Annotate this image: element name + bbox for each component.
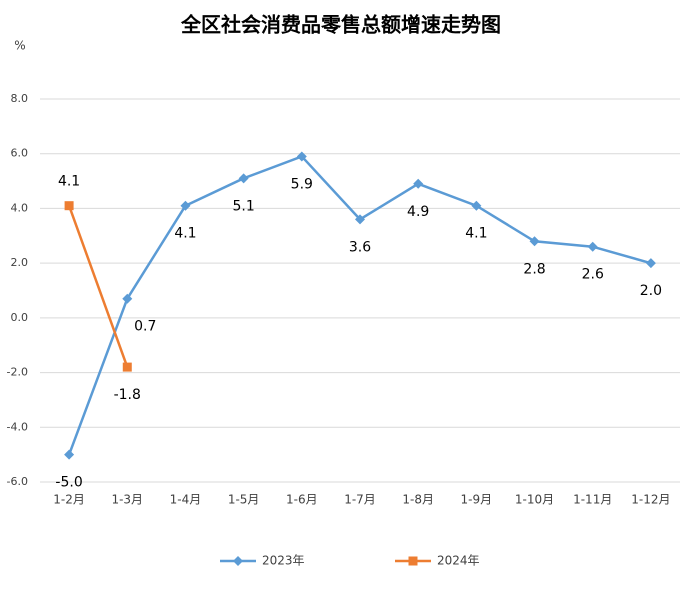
data-label: 0.7 xyxy=(134,319,156,335)
data-point xyxy=(64,201,74,211)
y-tick-label: -4.0 xyxy=(7,420,28,433)
x-tick-label: 1-5月 xyxy=(228,493,260,507)
x-tick-label: 1-11月 xyxy=(573,493,612,507)
data-point xyxy=(587,241,598,252)
data-label: 5.1 xyxy=(233,198,255,214)
data-point xyxy=(355,214,365,225)
y-tick-label: -2.0 xyxy=(7,366,28,379)
x-tick-label: 1-2月 xyxy=(53,493,85,507)
x-tick-label: 1-6月 xyxy=(286,493,318,507)
x-tick-label: 1-7月 xyxy=(344,493,376,507)
data-label: 4.1 xyxy=(58,174,80,190)
x-tick-label: 1-3月 xyxy=(111,493,143,507)
chart-title: 全区社会消费品零售总额增速走势图 xyxy=(180,13,501,37)
x-tick-label: 1-4月 xyxy=(170,493,202,507)
y-tick-label: 6.0 xyxy=(11,147,29,160)
data-label: 5.9 xyxy=(291,176,313,192)
data-point xyxy=(122,362,132,372)
y-tick-label: 2.0 xyxy=(11,256,29,269)
data-point xyxy=(122,293,133,304)
y-tick-label: 8.0 xyxy=(11,92,29,105)
legend-marker xyxy=(408,556,418,566)
data-label: 3.6 xyxy=(349,239,371,255)
legend-marker xyxy=(233,556,243,566)
data-point xyxy=(471,200,482,211)
data-point xyxy=(238,173,249,184)
x-tick-label: 1-12月 xyxy=(631,493,670,507)
data-label: 4.1 xyxy=(465,226,487,242)
x-tick-label: 1-8月 xyxy=(402,493,434,507)
data-label: 2.0 xyxy=(640,283,662,299)
data-label: 4.1 xyxy=(174,226,196,242)
data-point xyxy=(296,151,307,162)
data-point xyxy=(529,236,540,247)
data-point xyxy=(64,449,75,460)
series-line xyxy=(67,154,652,456)
legend-label: 2023年 xyxy=(262,554,305,568)
data-label: 2.8 xyxy=(523,261,545,277)
x-tick-label: 1-9月 xyxy=(461,493,493,507)
y-tick-label: 0.0 xyxy=(11,311,29,324)
data-point xyxy=(180,200,191,211)
data-label: -5.0 xyxy=(55,475,82,491)
data-point xyxy=(645,258,656,269)
y-tick-label: 4.0 xyxy=(11,201,29,214)
data-label: -1.8 xyxy=(114,387,141,403)
data-label: 2.6 xyxy=(582,267,604,283)
data-label: 4.9 xyxy=(407,204,429,220)
data-point xyxy=(413,178,424,189)
series-line xyxy=(67,205,129,368)
legend-label: 2024年 xyxy=(437,554,480,568)
x-tick-label: 1-10月 xyxy=(515,493,554,507)
y-axis-label: % xyxy=(14,39,25,53)
y-tick-label: -6.0 xyxy=(7,475,28,488)
